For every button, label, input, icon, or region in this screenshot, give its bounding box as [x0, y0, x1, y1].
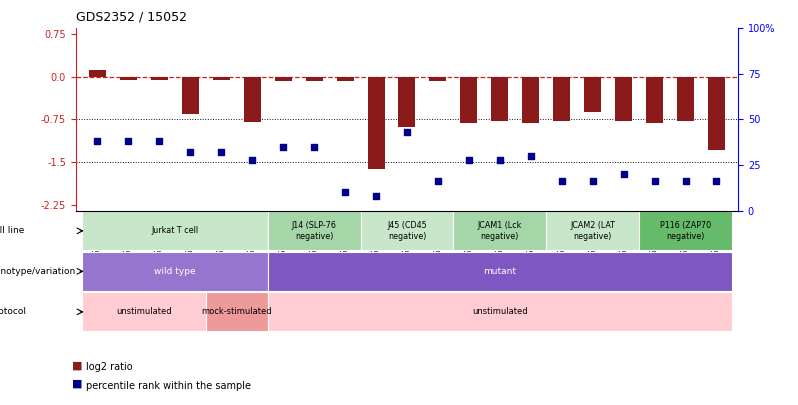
- Point: [277, 144, 290, 150]
- Point: [617, 171, 630, 177]
- Point: [122, 138, 135, 145]
- Text: protocol: protocol: [0, 307, 26, 316]
- Bar: [275, 77, 292, 81]
- Text: percentile rank within the sample: percentile rank within the sample: [86, 381, 251, 391]
- Bar: [267, 292, 732, 331]
- Text: unstimulated: unstimulated: [116, 307, 172, 316]
- Bar: [453, 211, 547, 250]
- Text: P116 (ZAP70
negative): P116 (ZAP70 negative): [660, 221, 711, 241]
- Point: [679, 178, 692, 185]
- Point: [432, 178, 444, 185]
- Text: JCAM1 (Lck
negative): JCAM1 (Lck negative): [478, 221, 522, 241]
- Text: genotype/variation: genotype/variation: [0, 267, 75, 276]
- Text: cell line: cell line: [0, 226, 25, 235]
- Point: [338, 189, 351, 196]
- Point: [401, 129, 413, 135]
- Bar: [337, 77, 354, 81]
- Bar: [267, 211, 361, 250]
- Bar: [120, 77, 137, 80]
- Point: [493, 156, 506, 163]
- Bar: [553, 77, 571, 121]
- Bar: [89, 70, 106, 77]
- Bar: [243, 77, 261, 122]
- Bar: [460, 77, 477, 124]
- Bar: [584, 77, 601, 112]
- Text: J45 (CD45
negative): J45 (CD45 negative): [387, 221, 427, 241]
- Point: [555, 178, 568, 185]
- Point: [184, 149, 197, 156]
- Bar: [82, 292, 206, 331]
- Bar: [267, 252, 732, 291]
- Point: [308, 144, 321, 150]
- Bar: [206, 292, 267, 331]
- Text: log2 ratio: log2 ratio: [86, 362, 132, 373]
- Text: ■: ■: [72, 379, 82, 389]
- Bar: [677, 77, 694, 121]
- Bar: [646, 77, 663, 124]
- Bar: [368, 77, 385, 169]
- Bar: [492, 77, 508, 121]
- Bar: [82, 252, 267, 291]
- Bar: [213, 77, 230, 80]
- Bar: [547, 211, 639, 250]
- Point: [91, 138, 104, 145]
- Text: GDS2352 / 15052: GDS2352 / 15052: [76, 11, 187, 23]
- Text: unstimulated: unstimulated: [472, 307, 527, 316]
- Bar: [306, 77, 322, 81]
- Bar: [361, 211, 453, 250]
- Point: [710, 178, 723, 185]
- Bar: [639, 211, 732, 250]
- Bar: [708, 77, 725, 150]
- Bar: [82, 211, 267, 250]
- Bar: [429, 77, 446, 81]
- Point: [648, 178, 661, 185]
- Text: Jurkat T cell: Jurkat T cell: [152, 226, 199, 235]
- Point: [587, 178, 599, 185]
- Point: [369, 193, 382, 199]
- Bar: [151, 77, 168, 80]
- Bar: [182, 77, 199, 114]
- Point: [153, 138, 166, 145]
- Text: mock-stimulated: mock-stimulated: [201, 307, 272, 316]
- Point: [524, 153, 537, 159]
- Text: J14 (SLP-76
negative): J14 (SLP-76 negative): [292, 221, 337, 241]
- Point: [463, 156, 476, 163]
- Text: mutant: mutant: [484, 267, 516, 276]
- Point: [215, 149, 227, 156]
- Text: wild type: wild type: [154, 267, 196, 276]
- Point: [246, 156, 259, 163]
- Bar: [398, 77, 416, 127]
- Bar: [615, 77, 632, 121]
- Text: JCAM2 (LAT
negative): JCAM2 (LAT negative): [571, 221, 615, 241]
- Bar: [522, 77, 539, 124]
- Text: ■: ■: [72, 360, 82, 371]
